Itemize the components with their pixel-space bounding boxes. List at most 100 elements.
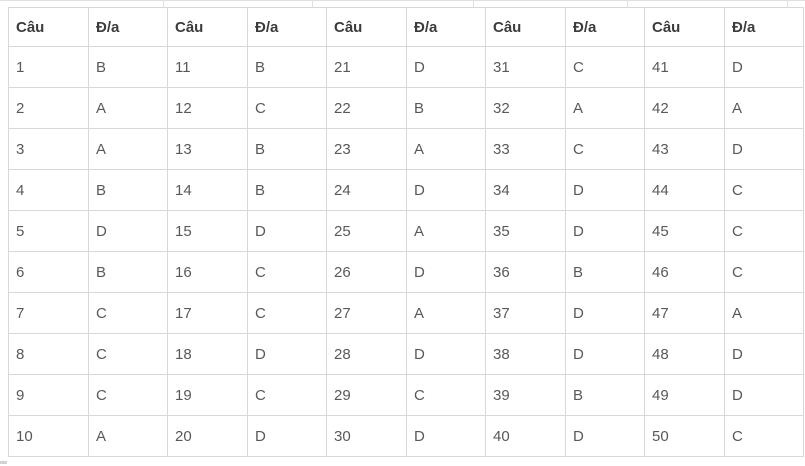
question-number-cell: 41 <box>644 46 725 88</box>
cropped-column-tick <box>312 0 313 7</box>
answer-cell: D <box>88 210 168 252</box>
answer-cell: A <box>406 128 486 170</box>
answer-cell: D <box>565 292 645 334</box>
table-row: 7 C 17 C 27 A 37 D 47 A <box>8 292 804 334</box>
question-number-cell: 5 <box>8 210 89 252</box>
answer-cell: A <box>406 210 486 252</box>
header-cell-cau: Câu <box>8 7 89 47</box>
answer-cell: B <box>565 374 645 416</box>
question-number-cell: 33 <box>485 128 566 170</box>
answer-cell: C <box>565 46 645 88</box>
question-number-cell: 30 <box>326 415 407 457</box>
question-number-cell: 26 <box>326 251 407 293</box>
answer-cell: C <box>406 374 486 416</box>
header-cell-da: Đ/a <box>247 7 327 47</box>
question-number-cell: 43 <box>644 128 725 170</box>
question-number-cell: 19 <box>167 374 248 416</box>
answer-cell: A <box>406 292 486 334</box>
header-cell-cau: Câu <box>326 7 407 47</box>
answer-cell: D <box>247 333 327 375</box>
answer-cell: D <box>406 415 486 457</box>
header-row: Câu Đ/a Câu Đ/a Câu Đ/a Câu Đ/a Câu Đ/a <box>8 7 804 47</box>
question-number-cell: 35 <box>485 210 566 252</box>
header-cell-da: Đ/a <box>565 7 645 47</box>
answer-cell: C <box>88 374 168 416</box>
question-number-cell: 28 <box>326 333 407 375</box>
question-number-cell: 36 <box>485 251 566 293</box>
question-number-cell: 21 <box>326 46 407 88</box>
question-number-cell: 42 <box>644 87 725 129</box>
answer-cell: A <box>88 128 168 170</box>
cropped-column-tick <box>787 0 788 7</box>
cropped-bottom-fragment <box>0 461 7 464</box>
answer-cell: D <box>565 333 645 375</box>
question-number-cell: 13 <box>167 128 248 170</box>
question-number-cell: 4 <box>8 169 89 211</box>
question-number-cell: 37 <box>485 292 566 334</box>
question-number-cell: 49 <box>644 374 725 416</box>
question-number-cell: 38 <box>485 333 566 375</box>
answer-cell: C <box>724 251 804 293</box>
answer-cell: D <box>724 128 804 170</box>
question-number-cell: 2 <box>8 87 89 129</box>
table-row: 8 C 18 D 28 D 38 D 48 D <box>8 333 804 375</box>
question-number-cell: 17 <box>167 292 248 334</box>
table-row: 9 C 19 C 29 C 39 B 49 D <box>8 374 804 416</box>
answer-cell: A <box>724 87 804 129</box>
answer-cell: D <box>565 169 645 211</box>
answer-cell: C <box>565 128 645 170</box>
question-number-cell: 12 <box>167 87 248 129</box>
question-number-cell: 9 <box>8 374 89 416</box>
header-cell-cau: Câu <box>485 7 566 47</box>
answer-cell: D <box>406 46 486 88</box>
table-row: 1 B 11 B 21 D 31 C 41 D <box>8 46 804 88</box>
answer-cell: B <box>247 128 327 170</box>
question-number-cell: 39 <box>485 374 566 416</box>
question-number-cell: 8 <box>8 333 89 375</box>
question-number-cell: 25 <box>326 210 407 252</box>
answer-cell: A <box>565 87 645 129</box>
question-number-cell: 32 <box>485 87 566 129</box>
table-row: 5 D 15 D 25 A 35 D 45 C <box>8 210 804 252</box>
question-number-cell: 23 <box>326 128 407 170</box>
question-number-cell: 3 <box>8 128 89 170</box>
answer-cell: A <box>724 292 804 334</box>
answer-cell: D <box>406 333 486 375</box>
header-cell-cau: Câu <box>167 7 248 47</box>
table-row: 2 A 12 C 22 B 32 A 42 A <box>8 87 804 129</box>
answer-cell: D <box>724 333 804 375</box>
answer-cell: C <box>88 333 168 375</box>
answer-cell: C <box>724 210 804 252</box>
answer-cell: B <box>406 87 486 129</box>
answer-cell: C <box>247 292 327 334</box>
question-number-cell: 47 <box>644 292 725 334</box>
answer-cell: B <box>565 251 645 293</box>
answer-cell: D <box>406 169 486 211</box>
answer-cell: C <box>88 292 168 334</box>
question-number-cell: 48 <box>644 333 725 375</box>
answer-cell: D <box>406 251 486 293</box>
answer-cell: B <box>247 46 327 88</box>
answer-cell: C <box>247 374 327 416</box>
question-number-cell: 22 <box>326 87 407 129</box>
question-number-cell: 45 <box>644 210 725 252</box>
question-number-cell: 46 <box>644 251 725 293</box>
answer-cell: D <box>724 374 804 416</box>
question-number-cell: 27 <box>326 292 407 334</box>
answer-table-body: 1 B 11 B 21 D 31 C 41 D 2 A 12 C 22 B 32 A 42 A 3 A 13 B 23 A 33 C 4… <box>8 46 804 457</box>
question-number-cell: 44 <box>644 169 725 211</box>
question-number-cell: 1 <box>8 46 89 88</box>
cropped-column-tick <box>163 0 164 7</box>
question-number-cell: 34 <box>485 169 566 211</box>
question-number-cell: 40 <box>485 415 566 457</box>
question-number-cell: 7 <box>8 292 89 334</box>
cropped-column-tick <box>627 0 628 7</box>
question-number-cell: 24 <box>326 169 407 211</box>
answer-cell: D <box>565 415 645 457</box>
table-row: 10 A 20 D 30 D 40 D 50 C <box>8 415 804 457</box>
cropped-column-tick <box>473 0 474 7</box>
table-row: 6 B 16 C 26 D 36 B 46 C <box>8 251 804 293</box>
answer-cell: C <box>724 415 804 457</box>
answer-cell: D <box>247 210 327 252</box>
header-cell-da: Đ/a <box>88 7 168 47</box>
